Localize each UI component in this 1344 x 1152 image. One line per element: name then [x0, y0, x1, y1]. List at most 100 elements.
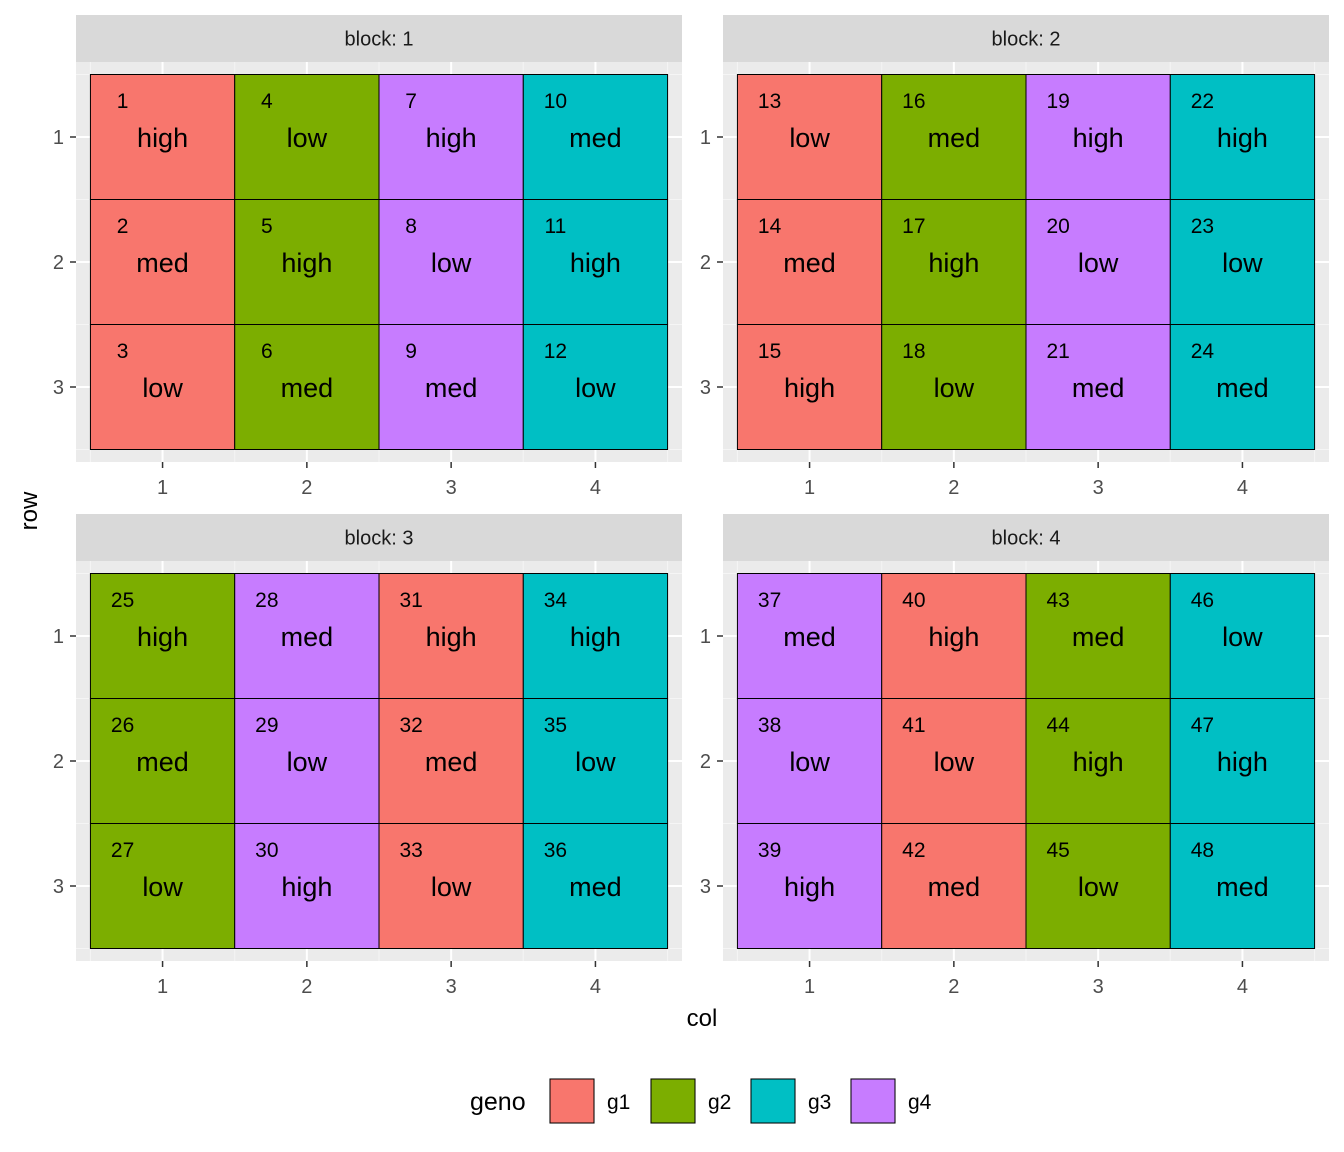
plot-tile	[1169, 74, 1316, 200]
y-tick-label: 2	[700, 252, 711, 274]
plot-id-label: 19	[1046, 90, 1069, 113]
plot-id-label: 40	[902, 589, 925, 612]
plot-tile	[881, 573, 1027, 699]
plot-id-label: 30	[255, 839, 278, 862]
plot-id-label: 24	[1191, 340, 1215, 363]
x-tick-label: 2	[301, 976, 312, 998]
treatment-label: low	[1078, 248, 1119, 278]
y-tick-label: 1	[700, 626, 711, 648]
plot-id-label: 25	[111, 589, 134, 612]
plot-tile	[234, 823, 380, 949]
plot-id-label: 16	[902, 90, 925, 113]
treatment-label: high	[570, 248, 621, 278]
plot-tile	[736, 74, 883, 200]
plot-id-label: 14	[758, 215, 782, 238]
treatment-label: high	[426, 123, 477, 153]
plot-id-label: 39	[758, 839, 781, 862]
treatment-label: high	[426, 622, 477, 652]
plot-id-label: 29	[255, 714, 278, 737]
plot-id-label: 4	[261, 90, 273, 113]
plot-id-label: 47	[1191, 714, 1214, 737]
y-tick-label: 2	[53, 252, 64, 274]
plot-tile	[1169, 698, 1316, 824]
y-tick-label: 3	[53, 377, 64, 399]
plot-id-label: 12	[544, 340, 567, 363]
plot-id-label: 35	[544, 714, 567, 737]
treatment-label: med	[1072, 373, 1125, 403]
plot-tile	[1025, 199, 1171, 325]
facet-strip-label: block: 3	[345, 528, 414, 550]
treatment-label: low	[142, 373, 183, 403]
treatment-label: high	[137, 123, 188, 153]
facet-strip	[723, 514, 1329, 561]
treatment-label: med	[1216, 872, 1269, 902]
treatment-label: med	[569, 872, 622, 902]
plot-tile	[881, 324, 1027, 450]
plot-tile	[1169, 324, 1316, 450]
treatment-label: low	[789, 123, 830, 153]
plot-id-label: 32	[399, 714, 422, 737]
facet-panel-block-1: block: 1 1 high 2 med 3 low 4 low 5 high 6 med 7 high 8…	[53, 15, 682, 499]
legend-key-g1	[549, 1078, 595, 1124]
plot-id-label: 17	[902, 215, 925, 238]
plot-tile	[378, 199, 524, 325]
plot-id-label: 45	[1046, 839, 1069, 862]
treatment-label: med	[1216, 373, 1269, 403]
treatment-label: low	[431, 248, 472, 278]
plot-id-label: 26	[111, 714, 134, 737]
facet-panel-block-4: block: 437med38low39high40high41low42med…	[700, 514, 1329, 998]
facet-strip	[76, 15, 682, 62]
x-tick-label: 1	[157, 976, 168, 998]
legend-label: g4	[908, 1091, 932, 1114]
y-tick-label: 2	[700, 751, 711, 773]
plot-tile	[522, 324, 669, 450]
plot-id-label: 43	[1046, 589, 1069, 612]
treatment-label: low	[934, 747, 975, 777]
plot-tile	[881, 698, 1027, 824]
facet-strip-label: block: 4	[992, 528, 1061, 550]
legend-key-g3	[750, 1078, 796, 1124]
treatment-label: high	[928, 622, 979, 652]
legend-label: g1	[607, 1091, 630, 1114]
plot-tile	[1025, 823, 1171, 949]
legend: geno g1 g2 g3 g4	[470, 1078, 932, 1124]
plot-id-label: 6	[261, 340, 273, 363]
x-tick-label: 4	[1237, 477, 1248, 499]
plot-tile	[522, 74, 669, 200]
plot-id-label: 28	[255, 589, 278, 612]
plot-tile	[89, 698, 236, 824]
plot-id-label: 1	[117, 90, 129, 113]
plot-tile	[1169, 199, 1316, 325]
treatment-label: low	[575, 747, 616, 777]
treatment-label: med	[425, 373, 478, 403]
plot-tile	[522, 698, 669, 824]
plot-tile	[1025, 573, 1171, 699]
plot-tile	[1169, 573, 1316, 699]
plot-tile	[522, 823, 669, 949]
facet-panel-block-2: block: 213low14med15high16med17high18low…	[700, 15, 1329, 499]
y-tick-label: 3	[700, 377, 711, 399]
y-tick-label: 3	[53, 876, 64, 898]
plot-tile	[234, 573, 380, 699]
treatment-label: low	[575, 373, 616, 403]
facet-panel-block-3: block: 325high26med27low28med29low30high…	[53, 514, 682, 998]
treatment-label: high	[281, 248, 332, 278]
plot-id-label: 42	[902, 839, 925, 862]
plot-id-label: 37	[758, 589, 781, 612]
legend-key-g4	[850, 1078, 896, 1124]
plot-id-label: 34	[544, 589, 568, 612]
legend-key-g2	[650, 1078, 696, 1124]
plot-id-label: 22	[1191, 90, 1214, 113]
plot-tile	[234, 74, 380, 200]
y-axis-title: row	[16, 491, 43, 530]
plot-id-label: 15	[758, 340, 781, 363]
plot-tile	[89, 823, 236, 949]
plot-tile	[378, 823, 524, 949]
treatment-label: low	[287, 123, 328, 153]
plot-id-label: 8	[405, 215, 417, 238]
plot-tile	[234, 324, 380, 450]
treatment-label: med	[928, 872, 981, 902]
plot-tile	[736, 573, 883, 699]
treatment-label: high	[137, 622, 188, 652]
